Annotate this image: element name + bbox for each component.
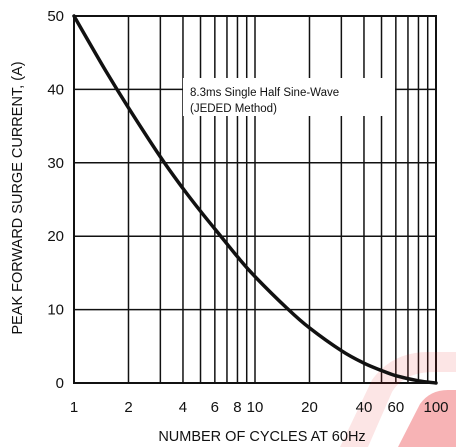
y-tick-label: 0 bbox=[56, 375, 64, 392]
watermark-swoosh bbox=[340, 352, 456, 447]
y-tick-label: 20 bbox=[47, 228, 64, 245]
x-tick-label: 6 bbox=[211, 399, 219, 416]
x-tick-label: 8 bbox=[233, 399, 241, 416]
annotation-line: (JEDED Method) bbox=[190, 103, 277, 115]
watermark-logo bbox=[340, 352, 456, 447]
x-tick-label: 1 bbox=[70, 399, 78, 416]
x-tick-label: 100 bbox=[423, 399, 448, 416]
x-tick-label: 20 bbox=[301, 399, 318, 416]
x-tick-label: 10 bbox=[247, 399, 264, 416]
x-axis-title: NUMBER OF CYCLES AT 60Hz bbox=[158, 429, 365, 445]
annotation: 8.3ms Single Half Sine-Wave (JEDED Method… bbox=[183, 78, 395, 116]
y-tick-label: 50 bbox=[47, 8, 64, 25]
y-tick-label: 40 bbox=[47, 81, 64, 98]
annotation-line: 8.3ms Single Half Sine-Wave bbox=[190, 87, 339, 99]
x-tick-label: 4 bbox=[179, 399, 187, 416]
x-tick-label: 40 bbox=[356, 399, 373, 416]
y-tick-label: 30 bbox=[47, 155, 64, 172]
grid-lines bbox=[73, 15, 437, 384]
plot-frame bbox=[73, 15, 437, 384]
annotation-background bbox=[183, 78, 395, 116]
watermark-wedge bbox=[398, 390, 456, 447]
y-tick-labels: 0 10 20 30 40 50 bbox=[47, 8, 64, 392]
y-tick-label: 10 bbox=[47, 302, 64, 319]
x-tick-label: 60 bbox=[388, 399, 405, 416]
surge-curve bbox=[72, 14, 438, 385]
y-axis-title: PEAK FORWARD SURGE CURRENT, (A) bbox=[10, 61, 26, 334]
x-tick-labels: 1 2 4 6 8 10 20 40 60 100 bbox=[70, 399, 449, 416]
curve-layer bbox=[72, 14, 438, 385]
x-tick-label: 2 bbox=[124, 399, 132, 416]
